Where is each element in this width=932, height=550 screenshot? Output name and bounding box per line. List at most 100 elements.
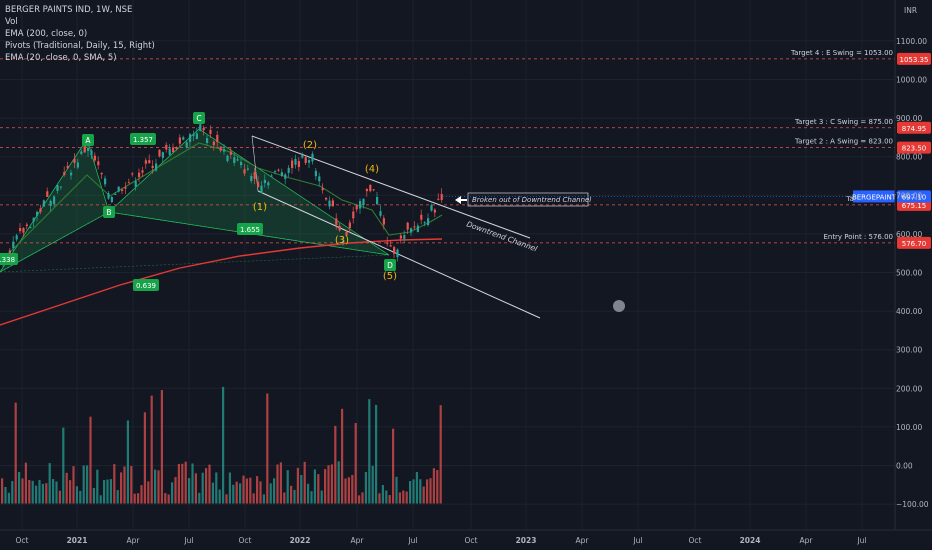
candle-body xyxy=(294,158,297,165)
symbol-tag-bg[interactable] xyxy=(853,190,895,203)
channel-edge xyxy=(251,135,259,192)
candle-body xyxy=(308,160,311,163)
candle-body xyxy=(325,197,328,200)
time-axis-label: 2024 xyxy=(740,536,761,545)
volume-bar xyxy=(181,463,184,504)
pattern-point-bg xyxy=(82,134,94,146)
volume-bar xyxy=(398,492,401,504)
candle-body xyxy=(83,146,86,153)
time-axis-label: Oct xyxy=(689,536,702,545)
candle-body xyxy=(287,167,290,173)
pattern-point-bg xyxy=(103,206,115,218)
candle-body xyxy=(59,186,62,188)
last-price-tag-bg xyxy=(897,190,931,203)
volume-bar xyxy=(120,472,123,504)
ema20-line xyxy=(0,142,443,263)
price-axis-label: 700.00 xyxy=(896,191,922,200)
legend-pivots[interactable]: Pivots (Traditional, Daily, 15, Right) xyxy=(5,41,155,51)
candle-body xyxy=(131,173,134,175)
volume-bar xyxy=(405,491,408,504)
arrow-left-icon xyxy=(455,196,467,204)
volume-bar xyxy=(140,485,143,504)
candle-body xyxy=(396,249,399,257)
candle-body xyxy=(437,198,440,200)
candle-body xyxy=(202,127,205,131)
candle-body xyxy=(110,196,113,203)
candle-body xyxy=(270,175,273,177)
candle-body xyxy=(386,242,389,244)
candle-body xyxy=(440,193,443,201)
candle-body xyxy=(284,174,287,179)
candle-body xyxy=(413,226,416,228)
volume-bar xyxy=(432,468,435,504)
candle-body xyxy=(189,134,192,142)
symbol-title[interactable]: BERGER PAINTS IND, 1W, NSE xyxy=(5,5,133,15)
indicator-legend: BERGER PAINTS IND, 1W, NSE Vol EMA (200,… xyxy=(5,4,155,64)
volume-bar xyxy=(103,480,106,504)
volume-bar xyxy=(392,428,395,504)
candle-body xyxy=(236,159,239,161)
time-axis-label: Oct xyxy=(16,536,29,545)
legend-ema20[interactable]: EMA (20, close, 0, SMA, 5) xyxy=(5,53,117,63)
candle-body xyxy=(379,211,382,216)
target-price-tag: 874.95 xyxy=(902,125,927,133)
price-axis-label: 400.00 xyxy=(896,307,922,316)
volume-bar xyxy=(242,475,245,504)
legend-ema200[interactable]: EMA (200, close, 0) xyxy=(5,29,88,39)
candle-body xyxy=(107,193,110,199)
volume-bar xyxy=(11,481,14,504)
volume-bar xyxy=(344,478,347,504)
candle-body xyxy=(25,224,28,226)
candle-body xyxy=(335,218,338,225)
volume-bar xyxy=(320,490,323,504)
candle-body xyxy=(90,150,93,156)
candle-body xyxy=(433,209,436,213)
price-axis-label: 300.00 xyxy=(896,346,922,355)
candle-body xyxy=(430,205,433,211)
volume-bar xyxy=(222,386,225,504)
candle-body xyxy=(141,170,144,173)
volume-bar xyxy=(45,483,48,504)
volume-bar xyxy=(368,399,371,504)
pattern-point-bg xyxy=(193,112,205,124)
wave-label: (5) xyxy=(383,271,397,282)
candle-body xyxy=(423,222,426,224)
volume-bar xyxy=(143,412,146,504)
candle-body xyxy=(257,181,260,188)
volume-bar xyxy=(385,490,388,504)
volume-bar xyxy=(205,468,208,504)
volume-bar xyxy=(283,492,286,504)
candle-body xyxy=(97,161,100,166)
target-price-tag-bg xyxy=(897,236,931,249)
channel-lower xyxy=(257,190,541,319)
candle-body xyxy=(233,157,236,163)
volume-bar xyxy=(402,490,405,504)
volume-bar xyxy=(208,464,211,504)
price-axis-label: 800.00 xyxy=(896,153,922,162)
candle-body xyxy=(240,161,243,166)
volume-bar xyxy=(364,472,367,504)
wave-label: (4) xyxy=(365,164,379,175)
volume-bar xyxy=(167,494,170,504)
volume-bar xyxy=(188,478,191,504)
volume-bars xyxy=(1,386,442,504)
volume-bar xyxy=(276,464,279,504)
candle-body xyxy=(172,147,175,153)
volume-bar xyxy=(31,480,34,504)
candle-body xyxy=(32,217,35,222)
target-price-tag: 675.15 xyxy=(902,202,927,210)
price-axis-label: 200.00 xyxy=(896,384,922,393)
volume-bar xyxy=(154,469,157,504)
legend-volume[interactable]: Vol xyxy=(5,17,18,27)
candle-body xyxy=(382,218,385,225)
ratio-bg xyxy=(133,279,159,291)
candle-body xyxy=(144,160,147,164)
price-axis-label: −100.00 xyxy=(896,500,929,509)
target-label-5: Entry Point : 576.00 xyxy=(823,233,893,241)
candle-body xyxy=(121,189,124,191)
volume-bar xyxy=(300,475,303,504)
wave-label: (2) xyxy=(303,140,317,151)
candle-body xyxy=(219,146,222,151)
volume-bar xyxy=(7,492,10,504)
